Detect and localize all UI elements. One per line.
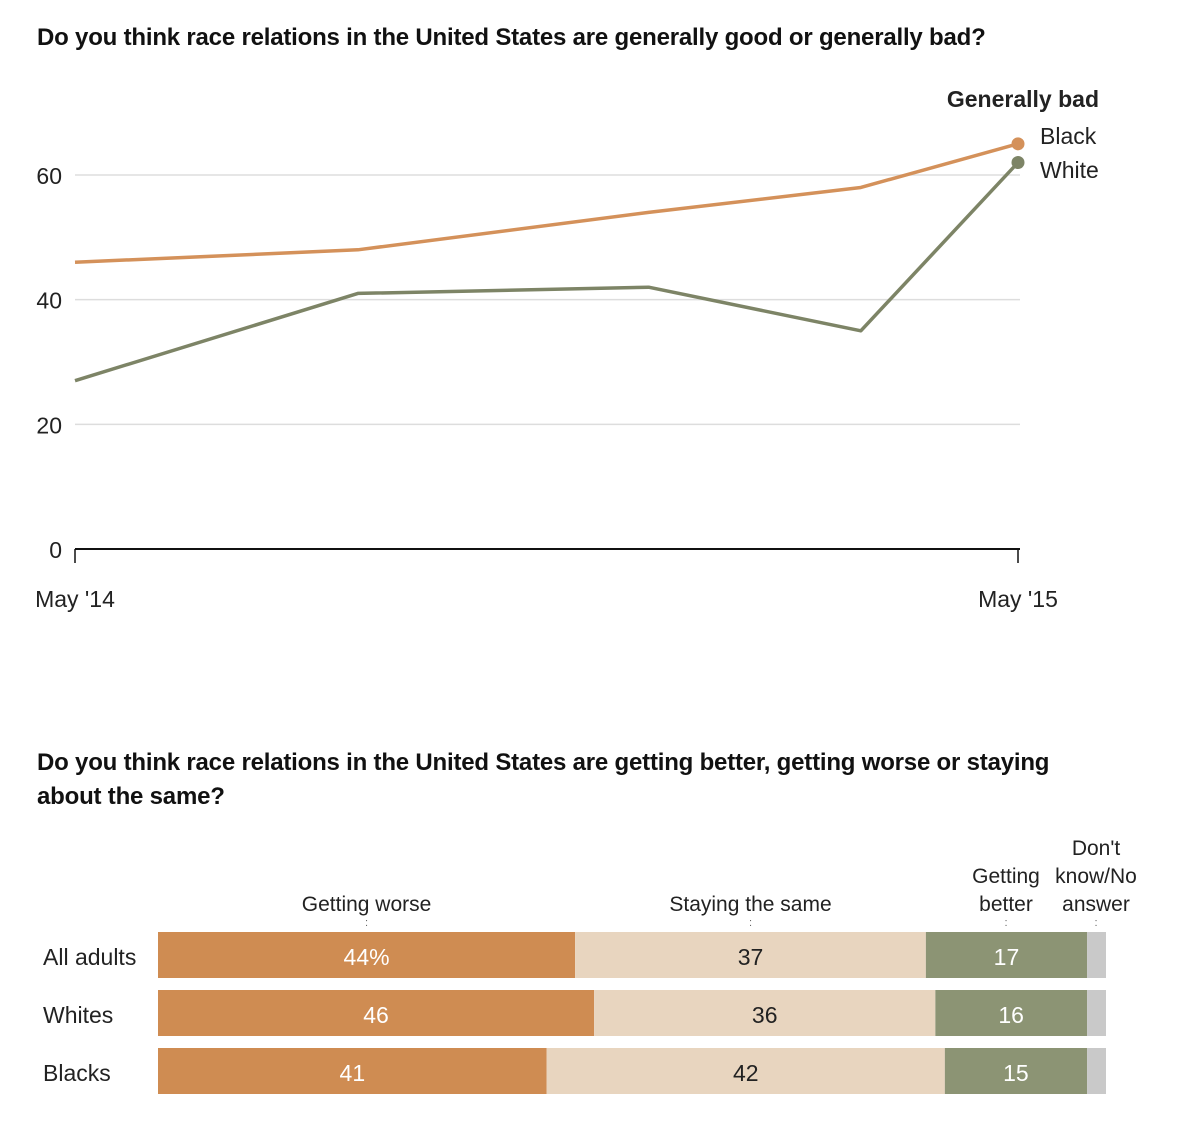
bar-value-label: 37 xyxy=(738,944,764,970)
series-header: Staying the same xyxy=(669,893,831,916)
series-header: Getting worse xyxy=(302,893,432,916)
bar-segment xyxy=(1087,990,1106,1036)
row-label: All adults xyxy=(43,944,136,970)
header-marker: : xyxy=(365,917,368,929)
y-tick-label: 40 xyxy=(36,288,62,314)
bar-value-label: 17 xyxy=(994,944,1020,970)
bar-segment xyxy=(1087,932,1106,978)
bar-segment xyxy=(1087,1048,1106,1094)
bar-value-label: 42 xyxy=(733,1060,759,1086)
x-tick-label: May '15 xyxy=(978,586,1058,612)
bar-chart-title: Do you think race relations in the Unite… xyxy=(37,749,1050,810)
header-marker: : xyxy=(1004,917,1007,929)
bar-segment xyxy=(546,1048,945,1094)
bar-segment xyxy=(935,990,1088,1036)
bar-segment xyxy=(925,932,1088,978)
series-line-white xyxy=(74,161,1020,383)
x-tick-label: May '14 xyxy=(35,586,115,612)
end-point-white xyxy=(1011,156,1025,170)
header-marker: : xyxy=(1094,917,1097,929)
bar-value-label: 44% xyxy=(344,944,390,970)
series-header: Getting xyxy=(972,865,1040,888)
bar-value-label: 16 xyxy=(998,1002,1024,1028)
bar-value-label: 46 xyxy=(363,1002,389,1028)
series-header: know/No xyxy=(1055,865,1137,888)
legend-title: Generally bad xyxy=(947,86,1099,112)
line-chart-title: Do you think race relations in the Unite… xyxy=(37,24,986,51)
bar-segment xyxy=(575,932,926,978)
bar-segment xyxy=(158,1048,547,1094)
series-header: better xyxy=(979,893,1033,916)
legend-label: White xyxy=(1040,157,1099,183)
end-point-black xyxy=(1011,137,1025,151)
bar-segment xyxy=(158,932,576,978)
row-label: Blacks xyxy=(43,1060,111,1086)
header-marker: : xyxy=(749,917,752,929)
y-tick-label: 0 xyxy=(49,537,62,563)
series-header: answer xyxy=(1062,893,1130,916)
bar-value-label: 36 xyxy=(752,1002,778,1028)
legend-label: Black xyxy=(1040,123,1097,149)
y-tick-label: 20 xyxy=(36,412,62,438)
series-line-black xyxy=(74,142,1019,265)
bar-segment xyxy=(158,990,595,1036)
bar-value-label: 15 xyxy=(1003,1060,1029,1086)
series-header: Don't xyxy=(1072,837,1121,860)
bar-segment xyxy=(944,1048,1088,1094)
row-label: Whites xyxy=(43,1002,113,1028)
y-tick-label: 60 xyxy=(36,163,62,189)
bar-segment xyxy=(594,990,936,1036)
bar-value-label: 41 xyxy=(340,1060,366,1086)
